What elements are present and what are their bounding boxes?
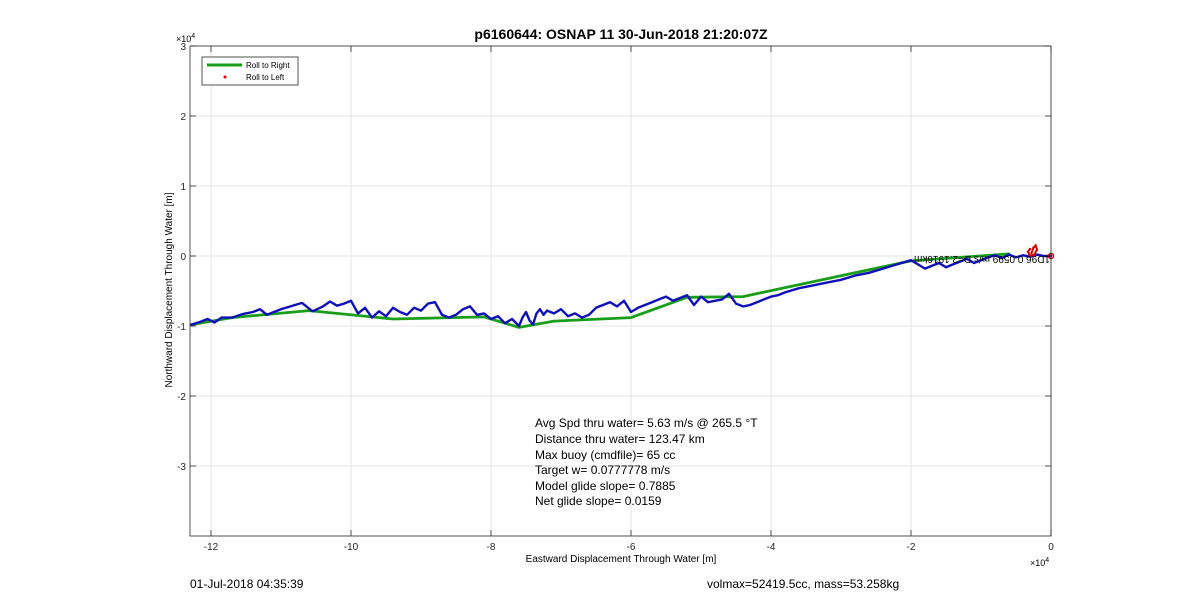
x-tick-label: 0 [1048,542,1054,553]
data-point-roll-to-left [1032,246,1035,249]
y-tick-label: 1 [180,182,186,193]
x-tick-label: -12 [204,542,219,553]
stat-net-glide: Net glide slope= 0.0159 [535,494,662,508]
x-exponent-label: ×104 [1030,557,1049,568]
legend-label-roll-left: Roll to Left [246,73,285,82]
axes-layer: -12 -10 -8 -6 -4 -2 0 3 2 1 0 -1 -2 -3 [177,42,1054,553]
x-axis-label: Eastward Displacement Through Water [m] [526,554,717,565]
y-tick-label: 0 [180,252,186,263]
track-end-annotation: 1D96 0.0599 m/s D=2.1916km [914,253,1050,264]
y-tick-label: -1 [177,322,186,333]
y-tick-label: 2 [180,112,186,123]
series-line-roll-to-right [189,252,1011,329]
stat-max-buoy: Max buoy (cmdfile)= 65 cc [535,448,676,462]
x-tick-label: -6 [627,542,636,553]
stat-model-glide: Model glide slope= 0.7885 [535,479,676,493]
x-tick-label: -2 [907,542,916,553]
stat-target-w: Target w= 0.0777778 m/s [535,463,671,477]
data-point-roll-to-left [1028,247,1032,251]
data-point-roll-to-left [1028,254,1032,258]
x-tick-label: -10 [344,542,359,553]
legend-label-roll-right: Roll to Right [246,61,290,70]
data-point-roll-to-left [1035,248,1039,251]
stat-distance: Distance thru water= 123.47 km [535,432,705,446]
x-exponent-base: ×10 [1030,558,1045,568]
grid-layer [190,45,1052,536]
data-point-roll-to-left [1026,250,1030,253]
x-tick-label: -4 [767,542,776,553]
legend-swatch-roll-left [223,75,227,79]
legend: Roll to Right Roll to Left [201,56,299,86]
y-tick-label: -2 [177,392,186,403]
x-tick-label: -8 [487,542,496,553]
data-point-roll-to-left [1034,244,1037,247]
y-axis-label: Northward Displacement Through Water [m] [164,192,175,387]
legend-box [201,56,299,86]
stat-avg-speed: Avg Spd thru water= 5.63 m/s @ 265.5 °T [535,416,758,430]
series-line-track [190,253,1053,328]
y-tick-label: -3 [177,462,186,473]
y-exponent-power: 4 [191,33,195,40]
x-exponent-power: 4 [1045,557,1049,564]
y-tick-label: 3 [180,42,186,53]
chart-title: p6160644: OSNAP 11 30-Jun-2018 21:20:07Z [474,26,768,42]
footer-timestamp: 01-Jul-2018 04:35:39 [190,577,304,591]
plot-frame [189,45,1052,537]
data-point-roll-to-left [1030,252,1033,255]
footer-volmax: volmax=52419.5cc, mass=53.258kg [707,577,900,591]
data-point-roll-to-left [1033,253,1036,256]
y-exponent-base: ×10 [176,34,191,44]
y-exponent-label: ×104 [176,33,195,44]
